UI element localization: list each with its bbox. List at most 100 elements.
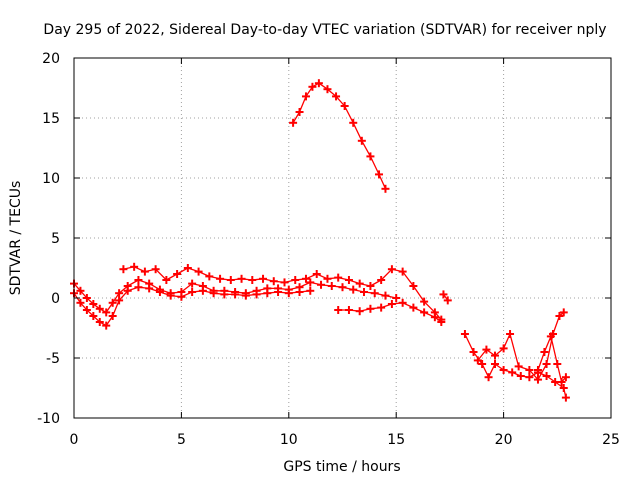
data-point (344, 276, 353, 284)
data-point (291, 276, 300, 284)
data-point (344, 306, 353, 314)
data-point (398, 298, 407, 307)
data-point (499, 366, 508, 374)
data-point (231, 290, 240, 299)
data-point (469, 348, 478, 356)
data-point (241, 291, 250, 300)
data-point (387, 265, 396, 274)
data-point (194, 267, 203, 276)
data-point (108, 312, 117, 320)
data-point (525, 373, 534, 382)
data-point (198, 286, 207, 295)
data-point (349, 118, 358, 127)
data-point (381, 184, 390, 193)
data-point (259, 274, 268, 283)
y-tick-label: 20 (42, 51, 60, 67)
series-line (477, 311, 565, 381)
series-trace-d (334, 298, 446, 326)
data-point (151, 265, 160, 274)
data-point (533, 366, 542, 374)
data-point (473, 356, 482, 365)
data-point (308, 82, 317, 91)
data-point (439, 290, 448, 299)
grid (74, 58, 611, 418)
data-point (398, 267, 407, 276)
data-point (381, 291, 390, 300)
data-point (130, 262, 139, 271)
series-trace-c (119, 262, 446, 324)
data-point (280, 278, 289, 287)
data-point (359, 288, 368, 296)
data-point (559, 308, 568, 317)
data-point (301, 92, 310, 101)
x-tick-labels: 0 5 10 15 20 25 (70, 432, 620, 448)
chart-title: Day 295 of 2022, Sidereal Day-to-day VTE… (43, 22, 606, 38)
data-point (375, 170, 384, 179)
data-point (514, 362, 523, 371)
y-tick-label: 15 (42, 111, 60, 127)
y-tick-label: 10 (42, 171, 60, 187)
series-line (73, 279, 397, 314)
data-point (284, 289, 293, 298)
series-line (537, 335, 567, 383)
data-point (430, 313, 439, 322)
x-tick-label: 15 (387, 432, 405, 448)
series-trace-f (439, 290, 452, 305)
data-point (409, 282, 418, 290)
data-point (76, 286, 85, 295)
data-point (209, 289, 218, 298)
data-point (205, 272, 214, 281)
data-point (460, 330, 469, 338)
data-point (349, 285, 358, 294)
data-point (295, 288, 304, 296)
data-point (561, 373, 570, 382)
data-point (177, 292, 186, 301)
data-point (377, 303, 386, 312)
data-point (123, 286, 132, 295)
data-point (516, 372, 525, 380)
data-point (134, 283, 143, 292)
data-point (312, 270, 321, 278)
data-point (443, 296, 452, 305)
data-point (173, 270, 182, 278)
y-tick-label: 0 (51, 291, 60, 307)
data-point (377, 276, 386, 284)
data-point (338, 283, 347, 292)
data-point (295, 108, 304, 116)
data-point (188, 279, 197, 288)
data-point (387, 300, 396, 308)
x-tick-label: 0 (70, 432, 79, 448)
data-point (557, 378, 566, 386)
series-trace-h (473, 308, 568, 384)
data-point (76, 298, 85, 307)
data-point (508, 368, 517, 377)
data-point (166, 291, 175, 300)
x-tick-label: 10 (280, 432, 298, 448)
y-tick-label: -5 (46, 351, 60, 367)
data-point (332, 92, 341, 101)
data-point (89, 312, 98, 320)
data-point (252, 290, 261, 299)
data-point (162, 276, 171, 284)
data-point (542, 372, 551, 380)
data-point (334, 273, 343, 282)
data-point (82, 294, 91, 302)
x-axis-label: GPS time / hours (283, 459, 400, 475)
data-point (392, 294, 401, 302)
series-trace-a (70, 276, 401, 317)
data-point (491, 351, 500, 360)
data-point (216, 274, 225, 283)
data-point (183, 264, 192, 272)
data-point (274, 288, 283, 296)
data-point (188, 288, 197, 296)
data-point (95, 304, 104, 313)
data-point (102, 321, 111, 330)
data-point (499, 344, 508, 353)
data-point (357, 136, 366, 145)
data-point (134, 276, 143, 284)
data-point (155, 288, 164, 296)
data-point (323, 85, 332, 94)
data-point (533, 375, 542, 384)
data-series (70, 79, 570, 402)
data-point (355, 307, 364, 316)
